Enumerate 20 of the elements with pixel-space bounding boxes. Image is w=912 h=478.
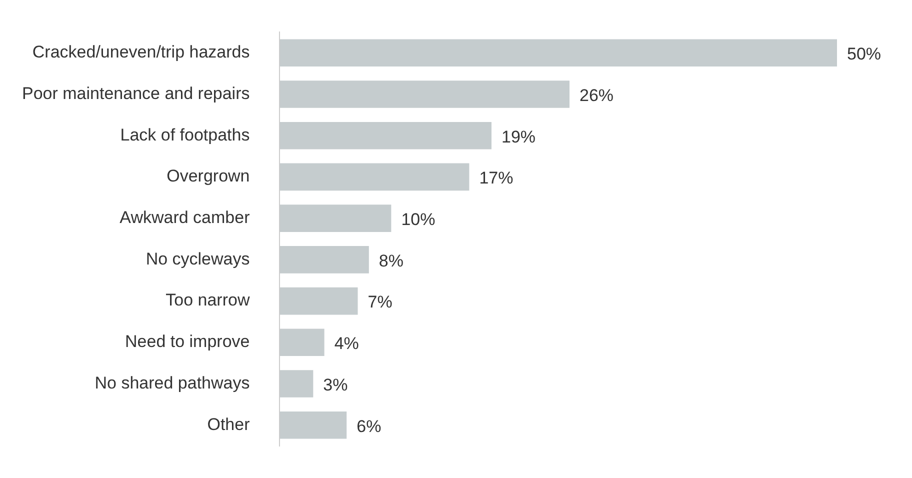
y-tick-label: No cycleways — [146, 249, 250, 268]
y-tick-label: Too narrow — [166, 290, 250, 310]
y-tick-label: Need to improve — [125, 332, 250, 352]
y-tick-label: Awkward camber — [120, 208, 250, 228]
data-label: 26% — [580, 86, 614, 105]
y-tick-label: Lack of footpaths — [120, 125, 250, 144]
data-label: 17% — [479, 168, 514, 188]
y-tick-label: Poor maintenance and repairs — [22, 84, 250, 103]
data-label: 50% — [847, 44, 882, 64]
data-label: 8% — [378, 251, 404, 270]
data-label: 3% — [323, 375, 348, 394]
data-label: 4% — [334, 334, 359, 354]
data-label: 10% — [401, 210, 436, 230]
y-tick-label: Overgrown — [166, 166, 250, 186]
data-label: 7% — [368, 292, 392, 312]
y-tick-label: No shared pathways — [94, 373, 250, 392]
data-label: 19% — [502, 127, 536, 146]
y-tick-label: Cracked/uneven/trip hazards — [32, 42, 250, 62]
data-label: 6% — [356, 416, 382, 436]
y-tick-label: Other — [207, 414, 250, 434]
